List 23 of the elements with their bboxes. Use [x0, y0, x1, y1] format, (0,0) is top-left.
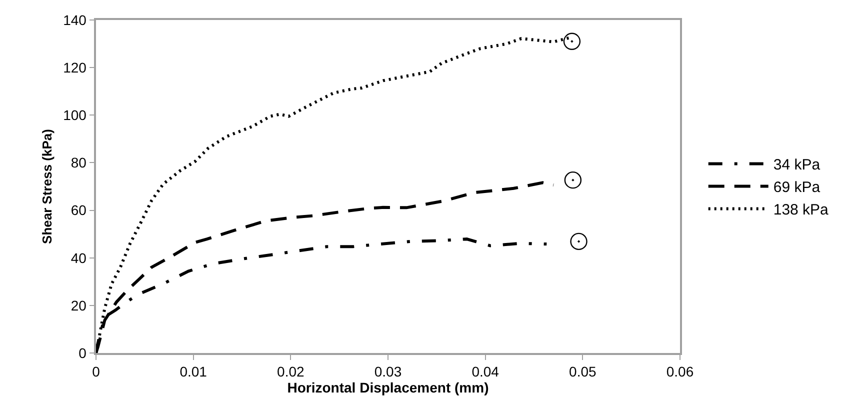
y-tick-label: 60 — [70, 202, 87, 218]
x-tick-label: 0.06 — [666, 364, 694, 380]
x-tick-label: 0.03 — [374, 364, 402, 380]
x-axis-title: Horizontal Displacement (mm) — [287, 380, 489, 396]
legend-label: 34 kPa — [773, 156, 821, 174]
point — [563, 32, 581, 50]
legend-label: 69 kPa — [773, 179, 821, 196]
point — [564, 171, 582, 189]
y-tick-label: 120 — [63, 59, 87, 76]
legend-label: 138 kPa — [773, 202, 830, 219]
x-tick-label: 0.01 — [180, 364, 208, 380]
y-tick-label: 0 — [78, 344, 87, 361]
y-tick-label: 20 — [70, 297, 87, 314]
y-tick-label: 40 — [70, 250, 87, 266]
point — [570, 232, 588, 250]
y-tick-label: 80 — [70, 154, 87, 171]
y-tick-label: 140 — [63, 12, 87, 28]
x-tick-label: 0.04 — [472, 364, 500, 380]
y-axis-title: Shear Stress (kPa) — [40, 129, 55, 244]
x-tick-label: 0 — [92, 364, 100, 380]
y-tick-label: 100 — [63, 107, 87, 124]
x-tick-label: 0.05 — [569, 364, 597, 380]
x-tick-label: 0.02 — [277, 364, 305, 380]
